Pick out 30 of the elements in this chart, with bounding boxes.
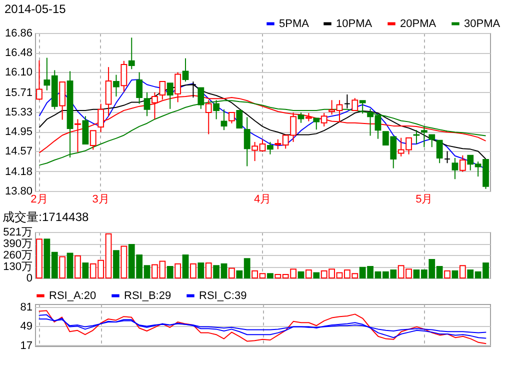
x-tick-label: 5月 <box>416 194 433 206</box>
y-tick-label: 16.48 <box>4 47 32 60</box>
y-tick-label: 521万 <box>3 226 32 238</box>
y-tick-label: 49 <box>20 320 32 333</box>
chart-title: 2014-05-15 <box>4 2 66 16</box>
legend-label: 5PMA <box>279 18 310 30</box>
y-tick-label: 390万 <box>3 238 32 250</box>
y-tick-label: 15.33 <box>4 106 32 118</box>
y-tick-label: 0 <box>26 272 32 284</box>
y-tick-label: 14.18 <box>4 166 32 178</box>
y-tick-label: 16.10 <box>4 66 32 79</box>
text: 成交量:1714438 <box>2 210 90 224</box>
y-tick-label: 17 <box>20 340 32 352</box>
series-label: RSI_A:20 <box>49 290 96 302</box>
y-tick-label: 16.86 <box>4 28 32 40</box>
legend-label: RSI_B:29 <box>124 290 172 302</box>
legend-label: 30PMA <box>464 18 501 30</box>
y-tick-label: 14.57 <box>4 146 32 158</box>
y-tick-label: 14.95 <box>4 126 32 138</box>
legend-label: RSI_C:39 <box>199 290 247 302</box>
y-tick-label: 81 <box>20 302 32 314</box>
legend-label: 20PMA <box>400 18 437 30</box>
y-tick-label: 130万 <box>3 261 32 274</box>
y-tick-label: 13.80 <box>4 186 32 198</box>
y-tick-label: 260万 <box>3 250 32 262</box>
x-tick-label: 4月 <box>254 194 272 206</box>
y-tick-label: 15.71 <box>4 86 32 99</box>
legend-label: 10PMA <box>336 18 373 30</box>
x-tick-label: 2月 <box>30 194 48 206</box>
x-tick-label: 3月 <box>92 194 110 206</box>
